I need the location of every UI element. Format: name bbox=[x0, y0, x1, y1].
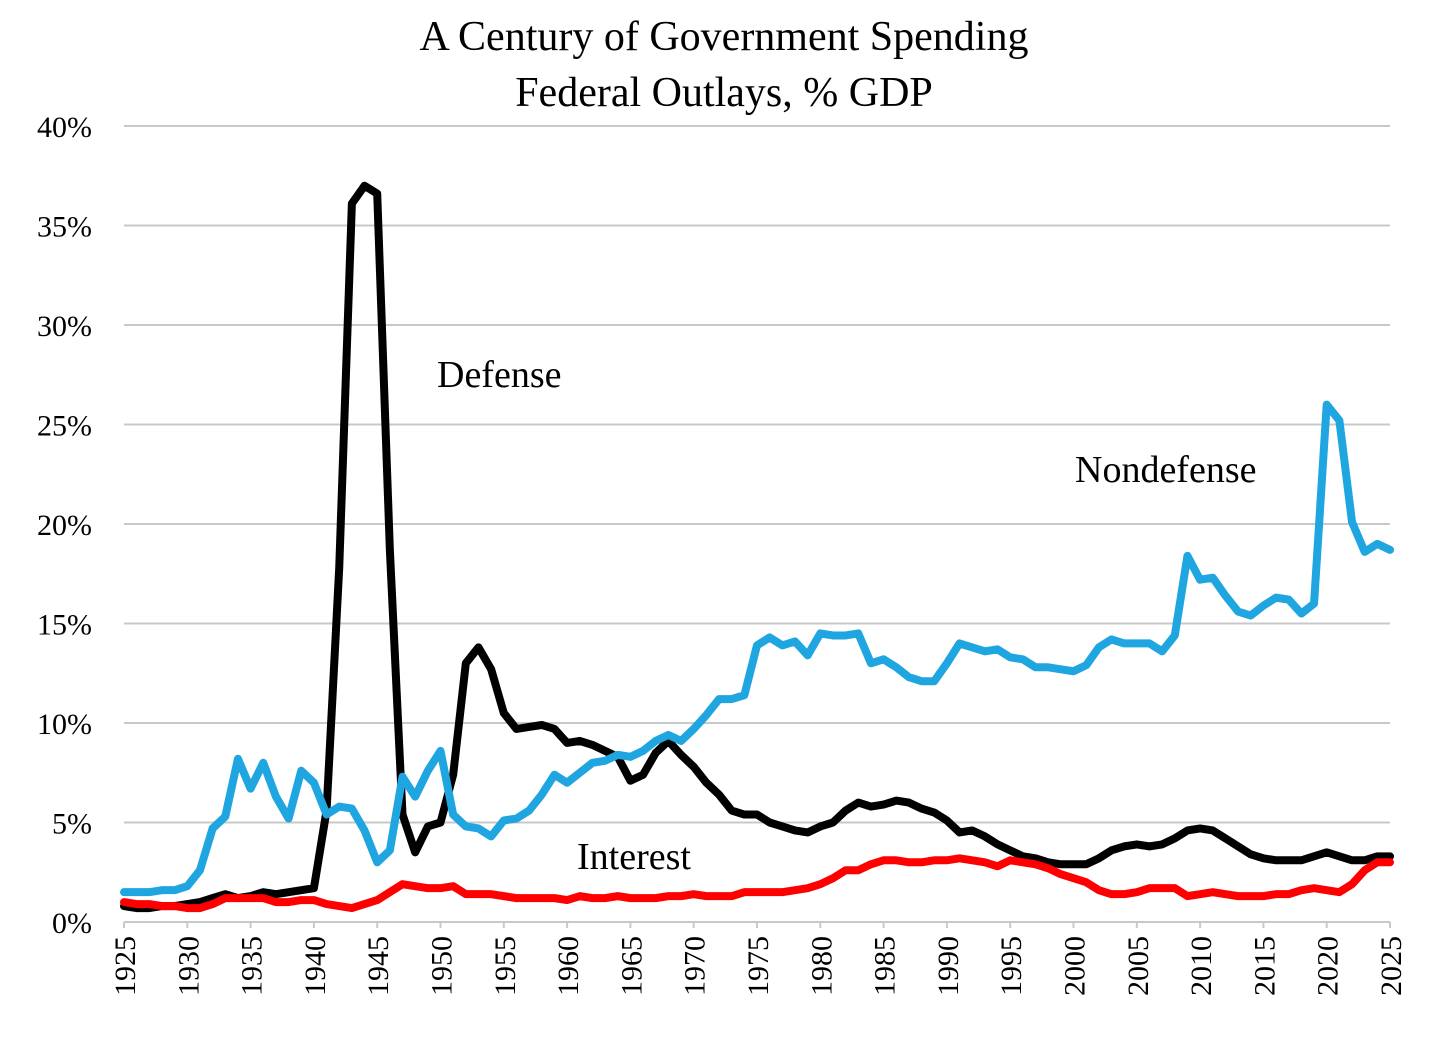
y-tick-label: 0% bbox=[52, 907, 92, 940]
x-tick-label: 1945 bbox=[362, 936, 395, 996]
x-tick-label: 2000 bbox=[1059, 936, 1092, 996]
y-tick-label: 35% bbox=[37, 211, 92, 244]
x-tick-label: 1930 bbox=[172, 936, 205, 996]
y-tick-label: 10% bbox=[37, 708, 92, 741]
y-tick-label: 25% bbox=[37, 410, 92, 443]
x-tick-label: 1985 bbox=[869, 936, 902, 996]
x-tick-label: 1995 bbox=[995, 936, 1028, 996]
series-line bbox=[120, 181, 1394, 913]
x-tick-label: 1980 bbox=[805, 936, 838, 996]
x-tick-label: 1990 bbox=[932, 936, 965, 996]
x-tick-label: 1965 bbox=[615, 936, 648, 996]
x-tick-label: 1970 bbox=[679, 936, 712, 996]
x-tick-label: 1950 bbox=[426, 936, 459, 996]
y-tick-label: 5% bbox=[52, 808, 92, 841]
series-label: Defense bbox=[437, 354, 561, 396]
x-tick-label: 1955 bbox=[489, 936, 522, 996]
x-tick-label: 2005 bbox=[1122, 936, 1155, 996]
series-label: Nondefense bbox=[1075, 449, 1256, 491]
chart-subtitle: Federal Outlays, % GDP bbox=[515, 70, 933, 116]
series-label: Interest bbox=[577, 836, 691, 878]
x-tick-label: 1925 bbox=[109, 936, 142, 996]
x-tick-label: 1975 bbox=[742, 936, 775, 996]
y-tick-label: 40% bbox=[37, 111, 92, 144]
x-tick-label: 1935 bbox=[236, 936, 269, 996]
y-tick-label: 15% bbox=[37, 609, 92, 642]
x-tick-label: 2020 bbox=[1312, 936, 1345, 996]
x-tick-label: 2015 bbox=[1248, 936, 1281, 996]
chart-title: A Century of Government Spending bbox=[420, 14, 1029, 60]
x-tick-label: 1940 bbox=[299, 936, 332, 996]
series-line bbox=[120, 400, 1394, 897]
x-tick-label: 2010 bbox=[1185, 936, 1218, 996]
y-tick-label: 20% bbox=[37, 509, 92, 542]
y-tick-label: 30% bbox=[37, 310, 92, 343]
series-line bbox=[120, 854, 1394, 913]
x-tick-label: 2025 bbox=[1375, 936, 1408, 996]
x-tick-label: 1960 bbox=[552, 936, 585, 996]
